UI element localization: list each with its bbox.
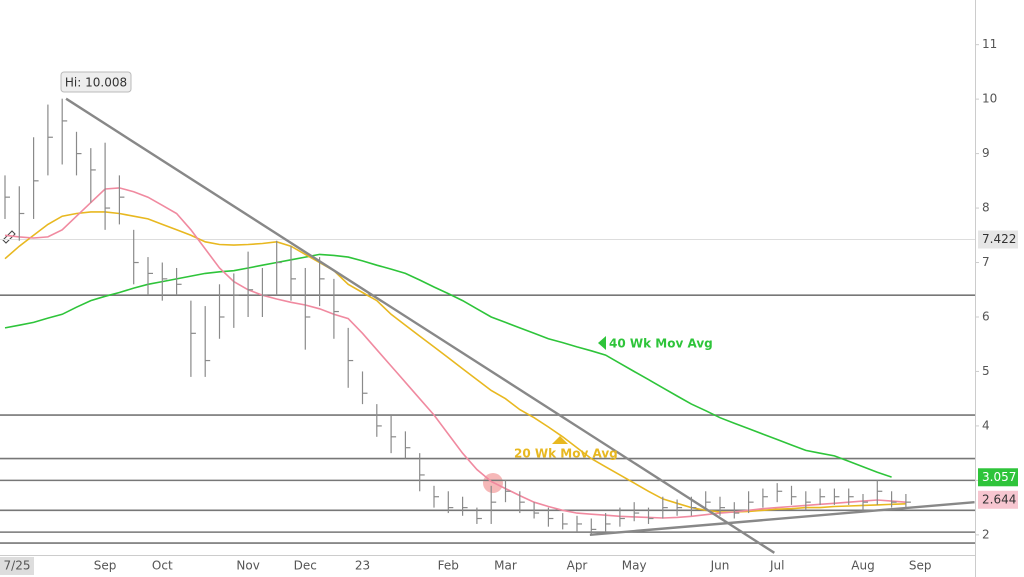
price-label: 3.057 bbox=[982, 470, 1016, 484]
y-tick-label: 6 bbox=[982, 309, 990, 323]
y-tick-label: 5 bbox=[982, 364, 990, 378]
x-tick-label: Mar bbox=[494, 559, 517, 573]
date-box bbox=[0, 557, 34, 575]
x-tick-label: Sep bbox=[909, 559, 932, 573]
x-tick-label: Jun bbox=[710, 559, 730, 573]
y-tick-label: 10 bbox=[982, 92, 997, 106]
moving-average-line bbox=[4, 187, 906, 519]
moving-average-line bbox=[4, 253, 892, 478]
x-tick-label: Apr bbox=[567, 559, 588, 573]
x-tick-label: Sep bbox=[94, 559, 117, 573]
x-tick-label: Nov bbox=[236, 559, 259, 573]
price-label-box bbox=[978, 490, 1018, 509]
price-label-box bbox=[978, 230, 1018, 249]
annotation-pointer bbox=[598, 336, 606, 350]
x-tick-label: Dec bbox=[294, 559, 317, 573]
y-tick-label: 8 bbox=[982, 201, 990, 215]
annotation-pointer bbox=[552, 436, 568, 444]
annotation: Hi: 10.008 bbox=[65, 76, 127, 90]
price-label: 2.644 bbox=[982, 492, 1016, 506]
price-label-box bbox=[978, 468, 1018, 487]
y-tick-label: 9 bbox=[982, 146, 990, 160]
annotation-box bbox=[60, 71, 132, 93]
moving-average-line bbox=[4, 211, 906, 513]
x-tick-label: May bbox=[622, 559, 647, 573]
x-tick-label: 23 bbox=[355, 559, 370, 573]
annotation: 40 Wk Mov Avg bbox=[609, 337, 713, 351]
price-label: 7.422 bbox=[982, 232, 1016, 246]
annotation: 20 Wk Mov Avg bbox=[514, 447, 618, 461]
x-tick-label: Aug bbox=[851, 559, 874, 573]
y-tick-label: 7 bbox=[982, 255, 990, 269]
y-tick-label: 4 bbox=[982, 418, 990, 432]
x-tick-label: 7/25 bbox=[4, 559, 31, 573]
pencil-icon[interactable] bbox=[2, 230, 16, 244]
trendline bbox=[589, 500, 975, 537]
y-tick-label: 11 bbox=[982, 37, 997, 51]
x-tick-label: Oct bbox=[152, 559, 173, 573]
y-tick-label: 2 bbox=[982, 527, 990, 541]
trendline bbox=[65, 97, 775, 554]
x-tick-label: Feb bbox=[438, 559, 459, 573]
x-tick-label: Jul bbox=[769, 559, 784, 573]
